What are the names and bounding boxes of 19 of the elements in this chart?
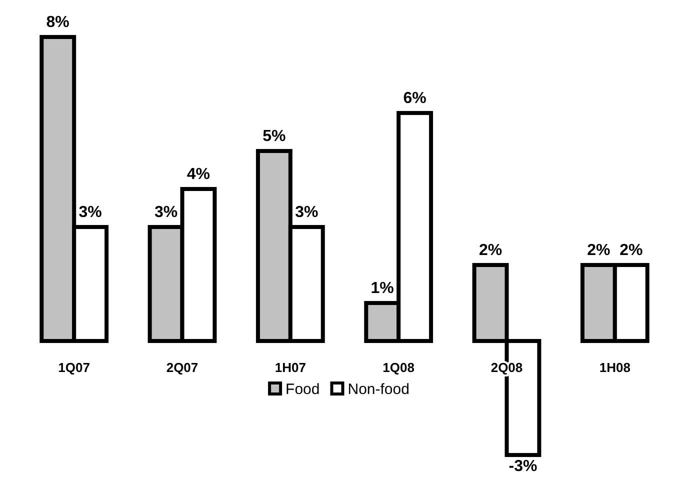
legend-label: Food [286,381,320,398]
x-tick-label: 1Q08 [382,360,414,376]
data-label: 2% [587,242,610,259]
legend-label: Non-food [348,381,410,398]
data-label: 6% [403,90,426,107]
data-label: 3% [295,204,318,221]
x-tick-label: 2Q07 [166,360,198,376]
x-tick-label: 1Q07 [58,360,90,376]
data-label: 2% [478,242,502,259]
data-label: 3% [154,204,178,221]
data-label: 4% [186,166,210,183]
data-label: 1% [370,280,394,297]
data-label: 2% [620,242,643,259]
x-tick-label: 1H08 [599,360,630,376]
data-label: 8% [46,14,70,31]
data-label: 3% [78,204,102,221]
data-label: 5% [262,128,286,145]
data-label: -3% [508,458,538,475]
x-tick-label: 1H07 [274,360,306,376]
